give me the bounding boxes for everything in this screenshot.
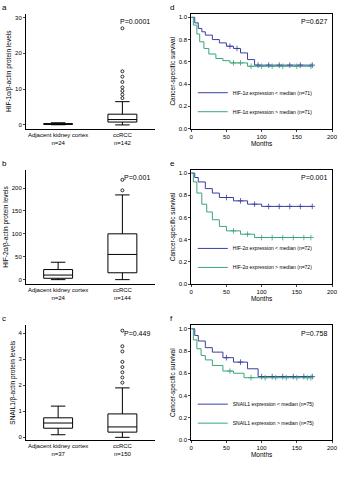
svg-text:3: 3 (18, 356, 22, 362)
svg-text:2: 2 (18, 382, 22, 388)
svg-text:HIF-2α/β-actin protein levels: HIF-2α/β-actin protein levels (2, 185, 10, 267)
svg-text:4: 4 (18, 330, 22, 336)
svg-text:c: c (2, 314, 6, 323)
svg-text:HIF-1α expression > median (n=: HIF-1α expression > median (n=71) (233, 109, 312, 115)
svg-text:20: 20 (15, 50, 22, 56)
svg-text:Months: Months (251, 140, 273, 147)
svg-text:100: 100 (12, 231, 23, 237)
svg-text:0.0: 0.0 (179, 437, 188, 443)
svg-text:50: 50 (15, 254, 22, 260)
svg-text:P=0.001: P=0.001 (124, 174, 150, 181)
svg-text:50: 50 (223, 289, 230, 295)
svg-text:0: 0 (18, 122, 22, 128)
svg-text:ccRCCn=150: ccRCCn=150 (113, 443, 133, 457)
svg-text:0.4: 0.4 (179, 81, 188, 87)
svg-text:Adjacent kidney cortexn=24: Adjacent kidney cortexn=24 (28, 132, 88, 146)
svg-text:d: d (170, 3, 174, 12)
svg-text:HIF-1α expression < median (n=: HIF-1α expression < median (n=71) (233, 90, 312, 96)
svg-text:SNAIL1 expression > median (n=: SNAIL1 expression > median (n=75) (233, 420, 314, 426)
svg-text:0: 0 (190, 289, 194, 295)
svg-text:0.6: 0.6 (179, 215, 188, 221)
svg-text:150: 150 (292, 445, 303, 451)
svg-text:1.0: 1.0 (179, 170, 188, 176)
svg-text:150: 150 (292, 134, 303, 140)
svg-text:200: 200 (327, 134, 338, 140)
svg-text:0: 0 (190, 134, 194, 140)
svg-text:0.4: 0.4 (179, 237, 188, 243)
svg-text:0: 0 (18, 434, 22, 440)
svg-text:Adjacent kidney cortexn=24: Adjacent kidney cortexn=24 (28, 287, 88, 301)
svg-text:200: 200 (327, 445, 338, 451)
svg-text:0.8: 0.8 (179, 348, 188, 354)
svg-text:100: 100 (257, 445, 268, 451)
svg-text:1.0: 1.0 (179, 14, 188, 20)
svg-text:0.2: 0.2 (179, 415, 188, 421)
svg-text:10: 10 (15, 86, 22, 92)
svg-text:50: 50 (223, 445, 230, 451)
svg-text:P=0.0001: P=0.0001 (120, 18, 150, 25)
svg-text:0.0: 0.0 (179, 126, 188, 132)
svg-text:150: 150 (12, 208, 23, 214)
svg-text:0.8: 0.8 (179, 192, 188, 198)
svg-text:0.8: 0.8 (179, 37, 188, 43)
svg-text:a: a (2, 3, 7, 12)
svg-text:e: e (170, 159, 175, 168)
svg-text:1: 1 (18, 408, 22, 414)
svg-text:Cancer-specific survival: Cancer-specific survival (169, 348, 177, 417)
svg-text:0.6: 0.6 (179, 59, 188, 65)
svg-text:0.4: 0.4 (179, 393, 188, 399)
svg-text:0.0: 0.0 (179, 281, 188, 287)
svg-text:200: 200 (12, 185, 23, 191)
svg-text:200: 200 (327, 289, 338, 295)
svg-text:0.2: 0.2 (179, 103, 188, 109)
svg-text:HIF-2α expression > median (n=: HIF-2α expression > median (n=72) (233, 264, 312, 270)
svg-text:Cancer-specific survival: Cancer-specific survival (169, 192, 177, 261)
svg-text:50: 50 (223, 134, 230, 140)
svg-text:0.6: 0.6 (179, 370, 188, 376)
svg-text:P=0.001: P=0.001 (301, 174, 327, 181)
svg-text:0: 0 (18, 277, 22, 283)
svg-text:b: b (2, 159, 7, 168)
svg-text:0: 0 (190, 445, 194, 451)
svg-text:100: 100 (257, 289, 268, 295)
svg-text:ccRCCn=144: ccRCCn=144 (113, 287, 133, 301)
svg-text:1.0: 1.0 (179, 326, 188, 332)
svg-text:P=0.449: P=0.449 (124, 330, 150, 337)
svg-text:f: f (170, 314, 173, 323)
svg-text:SNAIL1/β-actin protein levels: SNAIL1/β-actin protein levels (9, 340, 17, 425)
svg-text:ccRCCn=142: ccRCCn=142 (113, 132, 133, 146)
svg-text:P=0.627: P=0.627 (301, 18, 327, 25)
svg-text:30: 30 (15, 15, 22, 21)
svg-text:0.2: 0.2 (179, 259, 188, 265)
svg-text:HIF-1α/β-actin protein levels: HIF-1α/β-actin protein levels (5, 30, 13, 112)
svg-text:P=0.758: P=0.758 (301, 330, 327, 337)
svg-text:Months: Months (251, 451, 273, 458)
svg-text:100: 100 (257, 134, 268, 140)
svg-text:HIF-2α expression < median (n=: HIF-2α expression < median (n=72) (233, 245, 312, 251)
svg-text:Months: Months (251, 295, 273, 302)
svg-text:Adjacent kidney cortexn=37: Adjacent kidney cortexn=37 (28, 443, 88, 457)
svg-text:SNAIL1 expression < median (n=: SNAIL1 expression < median (n=75) (233, 401, 314, 407)
svg-text:Cancer-specific survival: Cancer-specific survival (169, 36, 177, 105)
svg-text:150: 150 (292, 289, 303, 295)
